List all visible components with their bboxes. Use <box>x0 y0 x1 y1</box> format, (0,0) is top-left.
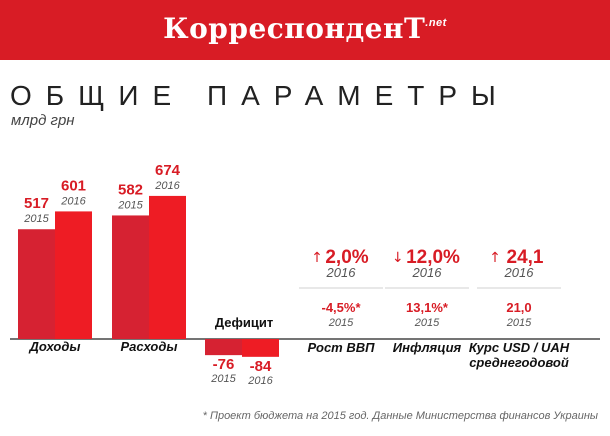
deficit-year-label: 2016 <box>247 375 273 387</box>
trend-arrow-icon: ↑ <box>489 250 501 266</box>
deficit-value-label: -84 <box>250 358 272 375</box>
header-banner <box>0 0 610 60</box>
indicator-year-2015: 2015 <box>414 317 440 329</box>
bar-value-label: 601 <box>61 177 86 194</box>
deficit-bar-2015 <box>205 339 242 356</box>
footnote: * Проект бюджета на 2015 год. Данные Мин… <box>202 410 598 422</box>
page-title: ОБЩИЕ ПАРАМЕТРЫ <box>10 80 510 111</box>
bar-Доходы-2016 <box>55 211 92 339</box>
bar-value-label: 674 <box>155 162 181 179</box>
deficit-year-label: 2015 <box>210 373 236 385</box>
indicator-year-2015: 2015 <box>506 317 532 329</box>
indicator-label: Курс USD / UAH <box>469 340 570 355</box>
bar-value-label: 517 <box>24 195 49 212</box>
logo[interactable]: КорреспонденТ.net <box>0 12 610 45</box>
indicator-value-2016: 24,1 <box>507 247 544 268</box>
bar-Расходы-2015 <box>112 215 149 339</box>
indicator-year-2016: 2016 <box>412 265 443 280</box>
indicator-value-2016: 12,0% <box>406 247 460 268</box>
indicator-year-2016: 2016 <box>504 265 535 280</box>
deficit-label: Дефицит <box>215 315 273 330</box>
logo-main: КорреспонденТ <box>163 12 426 45</box>
indicator-value-2015: 21,0 <box>506 300 531 315</box>
bar-year-label: 2015 <box>117 199 143 211</box>
indicator-year-2015: 2015 <box>328 317 354 329</box>
category-label: Доходы <box>29 339 81 354</box>
indicator-value-2015: -4,5%* <box>321 300 361 315</box>
category-label: Расходы <box>121 339 178 354</box>
indicator-value-2015: 13,1%* <box>406 300 449 315</box>
bar-year-label: 2016 <box>154 180 180 192</box>
bar-Доходы-2015 <box>18 229 55 339</box>
bar-value-label: 582 <box>118 181 143 198</box>
unit-label: млрд грн <box>11 112 75 129</box>
logo-suffix: .net <box>425 17 447 29</box>
indicator-label: Рост ВВП <box>308 340 376 355</box>
trend-arrow-icon: ↑ <box>311 250 323 266</box>
indicator-label-line2: среднегодовой <box>469 355 569 370</box>
deficit-value-label: -76 <box>213 356 235 373</box>
trend-arrow-icon: ↓ <box>392 250 404 266</box>
deficit-bar-2016 <box>242 339 279 357</box>
bar-year-label: 2015 <box>23 213 49 225</box>
indicator-label: Инфляция <box>393 340 462 355</box>
bar-year-label: 2016 <box>60 195 86 207</box>
bar-Расходы-2016 <box>149 195 186 339</box>
indicator-value-2016: 2,0% <box>325 247 368 268</box>
indicator-year-2016: 2016 <box>326 265 357 280</box>
